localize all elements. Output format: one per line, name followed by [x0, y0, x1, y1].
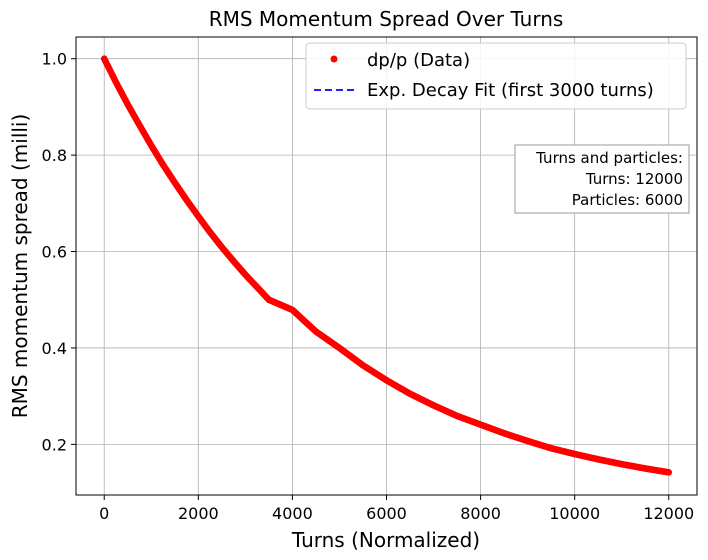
- info-box-frame: [514, 144, 690, 214]
- legend-label-fit: Exp. Decay Fit (first 3000 turns): [367, 80, 654, 101]
- data-series: [100, 55, 673, 476]
- info-line-1: Turns and particles:: [535, 149, 683, 167]
- legend-label-data: dp/p (Data): [367, 50, 470, 71]
- info-line-3: Particles: 6000: [572, 191, 683, 209]
- y-tick-label: 0.8: [42, 146, 67, 165]
- legend-frame: [305, 42, 687, 110]
- info-line-2: Turns: 12000: [585, 170, 683, 188]
- info-box: Turns and particles: Turns: 12000 Partic…: [514, 144, 690, 214]
- y-tick-label: 0.4: [42, 339, 67, 358]
- x-tick-label: 8000: [460, 504, 501, 523]
- x-axis-title: Turns (Normalized): [291, 528, 480, 552]
- x-tick-label: 12000: [643, 504, 694, 523]
- x-tick-label: 6000: [366, 504, 407, 523]
- grid-lines: [76, 37, 697, 495]
- x-tick-label: 4000: [272, 504, 313, 523]
- y-tick-label: 0.6: [42, 243, 67, 262]
- x-tick-label: 0: [99, 504, 109, 523]
- fit-series: [103, 58, 247, 276]
- x-tick-label: 10000: [549, 504, 600, 523]
- y-tick-label: 1.0: [42, 50, 67, 69]
- legend-marker-data: [330, 55, 338, 63]
- chart-title: RMS Momentum Spread Over Turns: [209, 7, 564, 31]
- x-axis: 0 2000 4000 6000 8000 10000 12000: [99, 495, 694, 523]
- data-point: [665, 469, 673, 476]
- y-tick-label: 0.2: [42, 435, 67, 454]
- legend: dp/p (Data) Exp. Decay Fit (first 3000 t…: [305, 42, 687, 110]
- x-tick-label: 2000: [178, 504, 219, 523]
- y-axis-title: RMS momentum spread (milli): [8, 114, 32, 419]
- y-axis: 0.2 0.4 0.6 0.8 1.0: [42, 50, 76, 454]
- fit-line: [103, 58, 247, 276]
